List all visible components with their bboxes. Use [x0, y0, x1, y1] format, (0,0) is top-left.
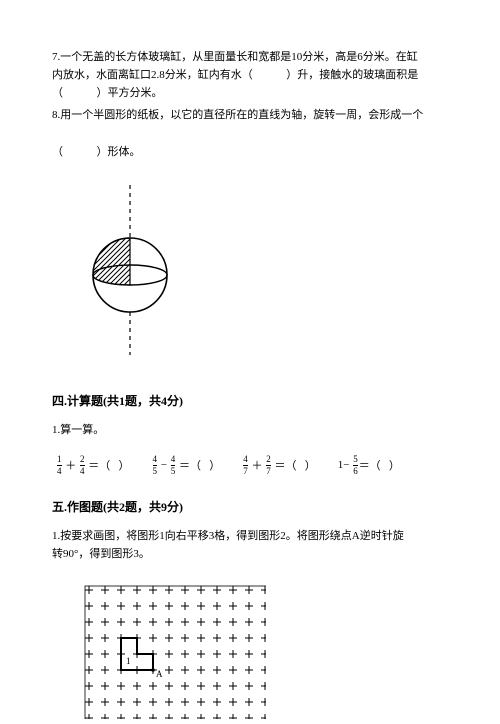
f1n: 1	[57, 455, 62, 465]
f1d: 4	[57, 465, 62, 476]
f4d: 5	[171, 465, 176, 476]
section-5-header: 五.作图题(共2题，共9分)	[52, 498, 448, 515]
p7-line1: 7.一个无盖的长方体玻璃缸，从里面量长和宽都是10分米，高是6分米。在缸	[52, 51, 418, 63]
f2d: 4	[80, 465, 85, 476]
f4n: 4	[171, 455, 176, 465]
section-4-header: 四.计算题(共1题，共4分)	[52, 392, 448, 409]
p7-line3b: ）平方分米。	[97, 87, 163, 99]
p7-line2b: ）升，接触水的玻璃面积是	[286, 69, 418, 81]
p7-line2a: 内放水，水面离缸口2.8分米，缸内有水（	[52, 69, 253, 81]
p8-line2b: ）形体。	[97, 146, 141, 158]
grid-figure: 1 A	[80, 581, 448, 724]
p8-line2a: （	[52, 146, 63, 158]
f2n: 2	[80, 455, 85, 465]
sphere-svg	[84, 185, 184, 355]
s5-q1-line2: 转90°，得到图形3。	[52, 548, 150, 560]
eq-2: 45 − 45 ＝（ ）	[152, 455, 221, 476]
calc-row: 14 ＋ 24 ＝（ ） 45 − 45 ＝（ ） 47 ＋ 27 ＝（ ） 1…	[56, 455, 448, 476]
p8-line1: 8.用一个半圆形的纸板，以它的直径所在的直线为轴，旋转一周，会形成一个	[52, 109, 423, 121]
f5d: 7	[243, 465, 248, 476]
problem-8: 8.用一个半圆形的纸板，以它的直径所在的直线为轴，旋转一周，会形成一个 （ ）形…	[52, 106, 448, 160]
f7n: 5	[353, 455, 358, 465]
point-a-dot	[151, 668, 155, 672]
f3n: 4	[153, 455, 158, 465]
sphere-figure	[84, 185, 448, 360]
eq-3: 47 ＋ 27 ＝（ ）	[242, 455, 316, 476]
f5n: 4	[243, 455, 248, 465]
s4-q1-label: 1.算一算。	[52, 421, 448, 439]
grid-svg: 1 A	[80, 581, 266, 719]
f6d: 7	[266, 465, 271, 476]
s5-q1-line1: 1.按要求画图，将图形1向右平移3格，得到图形2。将图形绕点A逆时针旋	[52, 530, 404, 542]
label-a: A	[156, 669, 163, 679]
f6n: 2	[266, 455, 271, 465]
label-1: 1	[126, 656, 131, 666]
problem-7: 7.一个无盖的长方体玻璃缸，从里面量长和宽都是10分米，高是6分米。在缸 内放水…	[52, 48, 448, 102]
f7d: 6	[353, 465, 358, 476]
s5-q1: 1.按要求画图，将图形1向右平移3格，得到图形2。将图形绕点A逆时针旋 转90°…	[52, 527, 448, 563]
eq-1: 14 ＋ 24 ＝（ ）	[56, 455, 130, 476]
eq-4: 1− 56 ＝（ ）	[338, 455, 400, 476]
sphere-hatched-region	[93, 238, 130, 285]
p7-line3a: （	[52, 87, 63, 99]
one-label: 1	[338, 459, 344, 471]
f3d: 5	[153, 465, 158, 476]
